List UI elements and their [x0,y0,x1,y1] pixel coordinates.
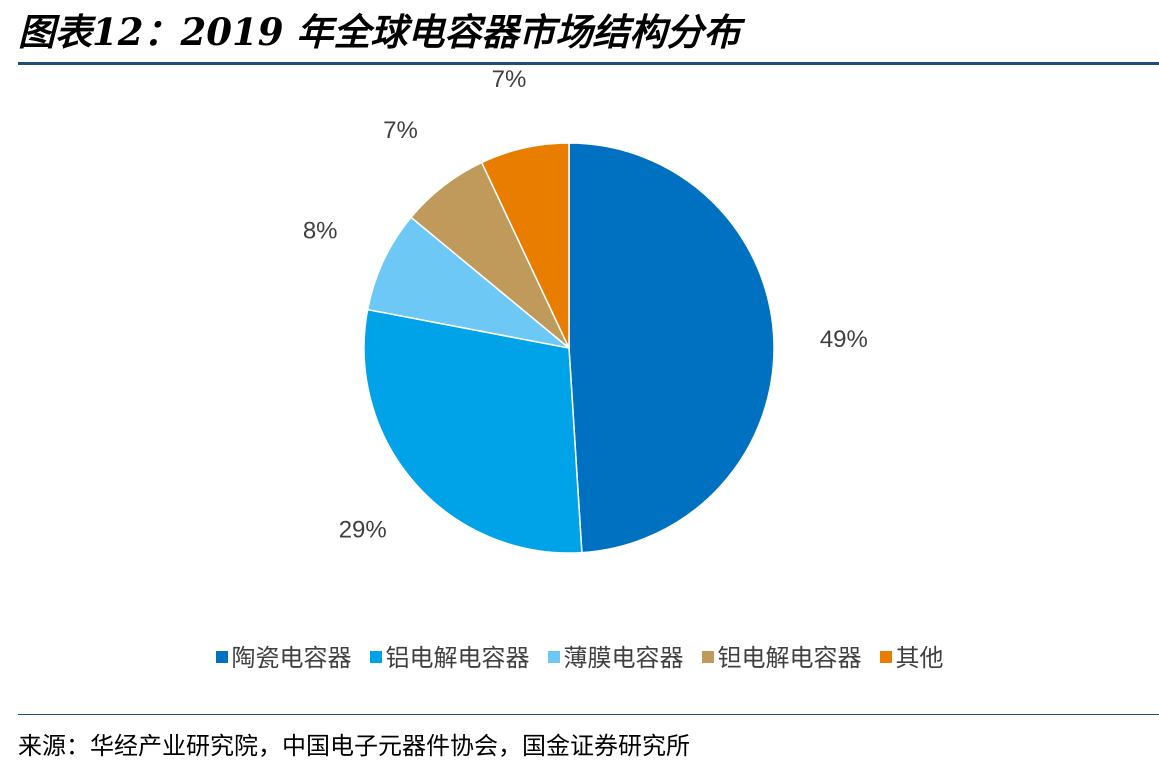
data-label-4: 7% [383,117,418,144]
footer-divider [18,714,1159,715]
chart-legend: 陶瓷电容器 铝电解电容器 薄膜电容器 钽电解电容器 其他 [0,638,1159,673]
legend-label-3: 薄膜电容器 [563,644,684,672]
legend-swatch-4 [701,651,714,663]
legend-swatch-3 [547,651,560,663]
legend-label-5: 其他 [895,644,944,672]
page-title: 图表12：2019 年全球电容器市场结构分布 [18,10,741,54]
legend-swatch-5 [879,651,892,663]
pie-slice-1 [568,142,775,554]
legend-swatch-2 [369,651,382,663]
source-note: 来源：华经产业研究院，中国电子元器件协会，国金证券研究所 [18,732,690,760]
pie-slice-2 [363,308,583,554]
legend-item-3: 薄膜电容器 [547,638,684,673]
pie-chart: 49% 29% 8% 7% 7% [0,66,1159,706]
legend-item-4: 钽电解电容器 [701,638,862,673]
legend-item-1: 陶瓷电容器 [215,638,352,673]
legend-label-2: 铝电解电容器 [385,644,530,672]
pie-chart-canvas: 49% 29% 8% 7% 7% [303,66,868,554]
data-label-2: 29% [339,516,387,543]
data-label-1: 49% [820,326,868,353]
title-divider [18,62,1159,65]
legend-item-5: 其他 [879,638,944,673]
data-label-5: 7% [492,66,527,93]
legend-item-2: 铝电解电容器 [369,638,530,673]
pie-slice-5 [480,142,570,349]
legend-label-1: 陶瓷电容器 [231,644,352,672]
data-label-3: 8% [303,217,338,244]
legend-swatch-1 [215,651,228,663]
legend-label-4: 钽电解电容器 [717,644,862,672]
pie-slice-3 [366,216,570,349]
